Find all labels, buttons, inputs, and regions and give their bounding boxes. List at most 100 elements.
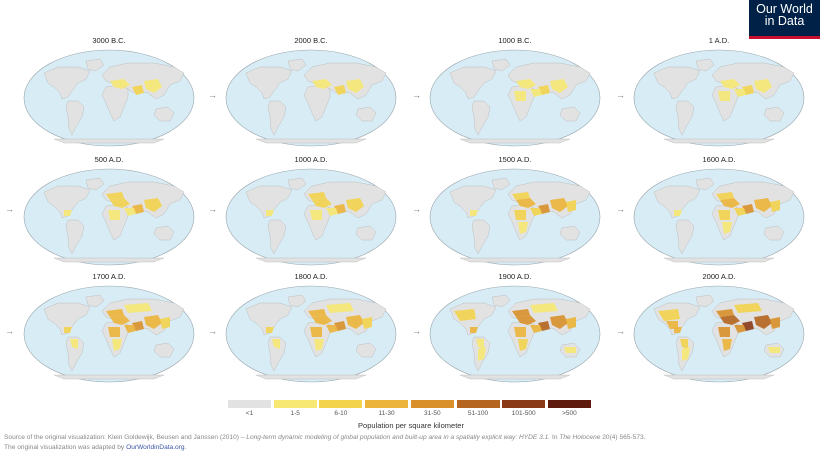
panel-title: 1000 B.C.	[498, 36, 532, 45]
world-map	[23, 49, 195, 147]
legend-swatch	[319, 400, 363, 408]
land-africa	[711, 84, 739, 122]
world-map	[633, 168, 805, 266]
land-southAmerica	[267, 336, 287, 372]
land-australia	[153, 106, 175, 122]
legend-item: >500	[547, 400, 591, 422]
land-southAmerica	[471, 100, 491, 136]
population-region	[768, 347, 780, 353]
logo-line-1: Our World	[756, 2, 813, 16]
land-antarctica	[459, 138, 571, 144]
land-antarctica	[53, 257, 165, 263]
world-map	[23, 168, 195, 266]
legend-label: 31-50	[423, 410, 441, 417]
population-region	[514, 91, 526, 101]
map-panel: 1900 A.D.	[426, 272, 604, 390]
population-region	[518, 222, 528, 234]
land-greenland	[85, 294, 105, 308]
source-end: .	[184, 443, 187, 451]
world-map	[429, 285, 601, 383]
legend-swatch	[228, 400, 271, 408]
legend-label: <1	[245, 410, 254, 417]
arrow-icon: →	[412, 204, 421, 214]
population-region	[326, 208, 338, 216]
source-line-2: The original visualization was adapted b…	[4, 443, 125, 451]
population-region	[566, 200, 576, 212]
source-note: Source of the original visualization: Kl…	[4, 433, 820, 452]
panel-title: 1500 A.D.	[498, 155, 532, 164]
arrow-icon: →	[616, 204, 625, 214]
population-region	[716, 309, 734, 317]
population-region	[64, 327, 72, 333]
land-africa	[101, 84, 129, 122]
population-region	[454, 309, 476, 321]
legend-swatch	[547, 400, 591, 408]
panel-title: 1800 A.D.	[294, 272, 328, 281]
legend-swatch	[456, 400, 500, 408]
land-southAmerica	[675, 100, 695, 136]
legend-label: >500	[562, 410, 577, 417]
legend-item: 101-500	[502, 400, 546, 422]
panel-title: 500 A.D.	[94, 155, 124, 164]
land-greenland	[491, 294, 511, 308]
world-map	[225, 285, 397, 383]
panel-title: 1 A.D.	[708, 36, 730, 45]
population-region	[718, 327, 730, 337]
world-map	[225, 168, 397, 266]
legend-title: Population per square kilometer	[358, 421, 464, 430]
land-southAmerica	[471, 219, 491, 255]
population-region	[124, 325, 136, 333]
population-region	[110, 315, 130, 325]
legend-item: 31-50	[410, 400, 454, 422]
population-region	[314, 339, 324, 351]
population-region	[272, 339, 280, 349]
legend-swatch	[502, 400, 546, 408]
land-australia	[763, 106, 785, 122]
land-southAmerica	[675, 219, 695, 255]
population-region	[658, 309, 680, 321]
population-region	[754, 79, 772, 93]
population-region	[516, 198, 536, 208]
land-greenland	[491, 58, 511, 72]
population-region	[144, 315, 162, 329]
population-region	[112, 339, 122, 351]
world-map	[633, 285, 805, 383]
land-southAmerica	[65, 100, 85, 136]
our-world-in-data-logo[interactable]: Our World in Data	[749, 0, 820, 39]
population-region	[512, 192, 530, 200]
source-journal: The Holocene	[559, 434, 601, 441]
population-region	[106, 309, 124, 317]
owid-link[interactable]: OurWorldinData.org	[126, 443, 185, 451]
map-panel: 2000 A.D.	[630, 272, 808, 390]
population-region	[550, 315, 568, 329]
population-region	[108, 210, 120, 220]
population-region	[550, 79, 568, 93]
legend-swatch	[410, 400, 454, 408]
map-panel: 3000 B.C.	[20, 36, 198, 154]
population-region	[566, 317, 576, 329]
arrow-icon: →	[5, 326, 14, 336]
population-region	[734, 208, 746, 216]
population-region	[110, 198, 130, 208]
population-region	[310, 210, 322, 220]
panel-title: 2000 A.D.	[702, 272, 736, 281]
land-southAmerica	[65, 219, 85, 255]
population-region	[310, 327, 322, 337]
population-region	[470, 327, 478, 333]
population-region	[514, 210, 526, 220]
population-region	[734, 325, 746, 333]
land-northAmerica	[449, 66, 497, 100]
land-antarctica	[663, 257, 775, 263]
population-region	[720, 79, 740, 89]
population-region	[734, 303, 762, 313]
population-region	[716, 192, 734, 200]
arrow-icon: →	[208, 90, 217, 100]
legend-label: 11-30	[378, 410, 395, 417]
population-region	[518, 339, 528, 351]
population-region	[512, 309, 530, 317]
land-antarctica	[255, 374, 367, 380]
legend-label: 6-10	[334, 410, 348, 417]
population-region	[312, 79, 332, 89]
land-greenland	[491, 177, 511, 191]
legend-item: 1-5	[273, 400, 317, 422]
